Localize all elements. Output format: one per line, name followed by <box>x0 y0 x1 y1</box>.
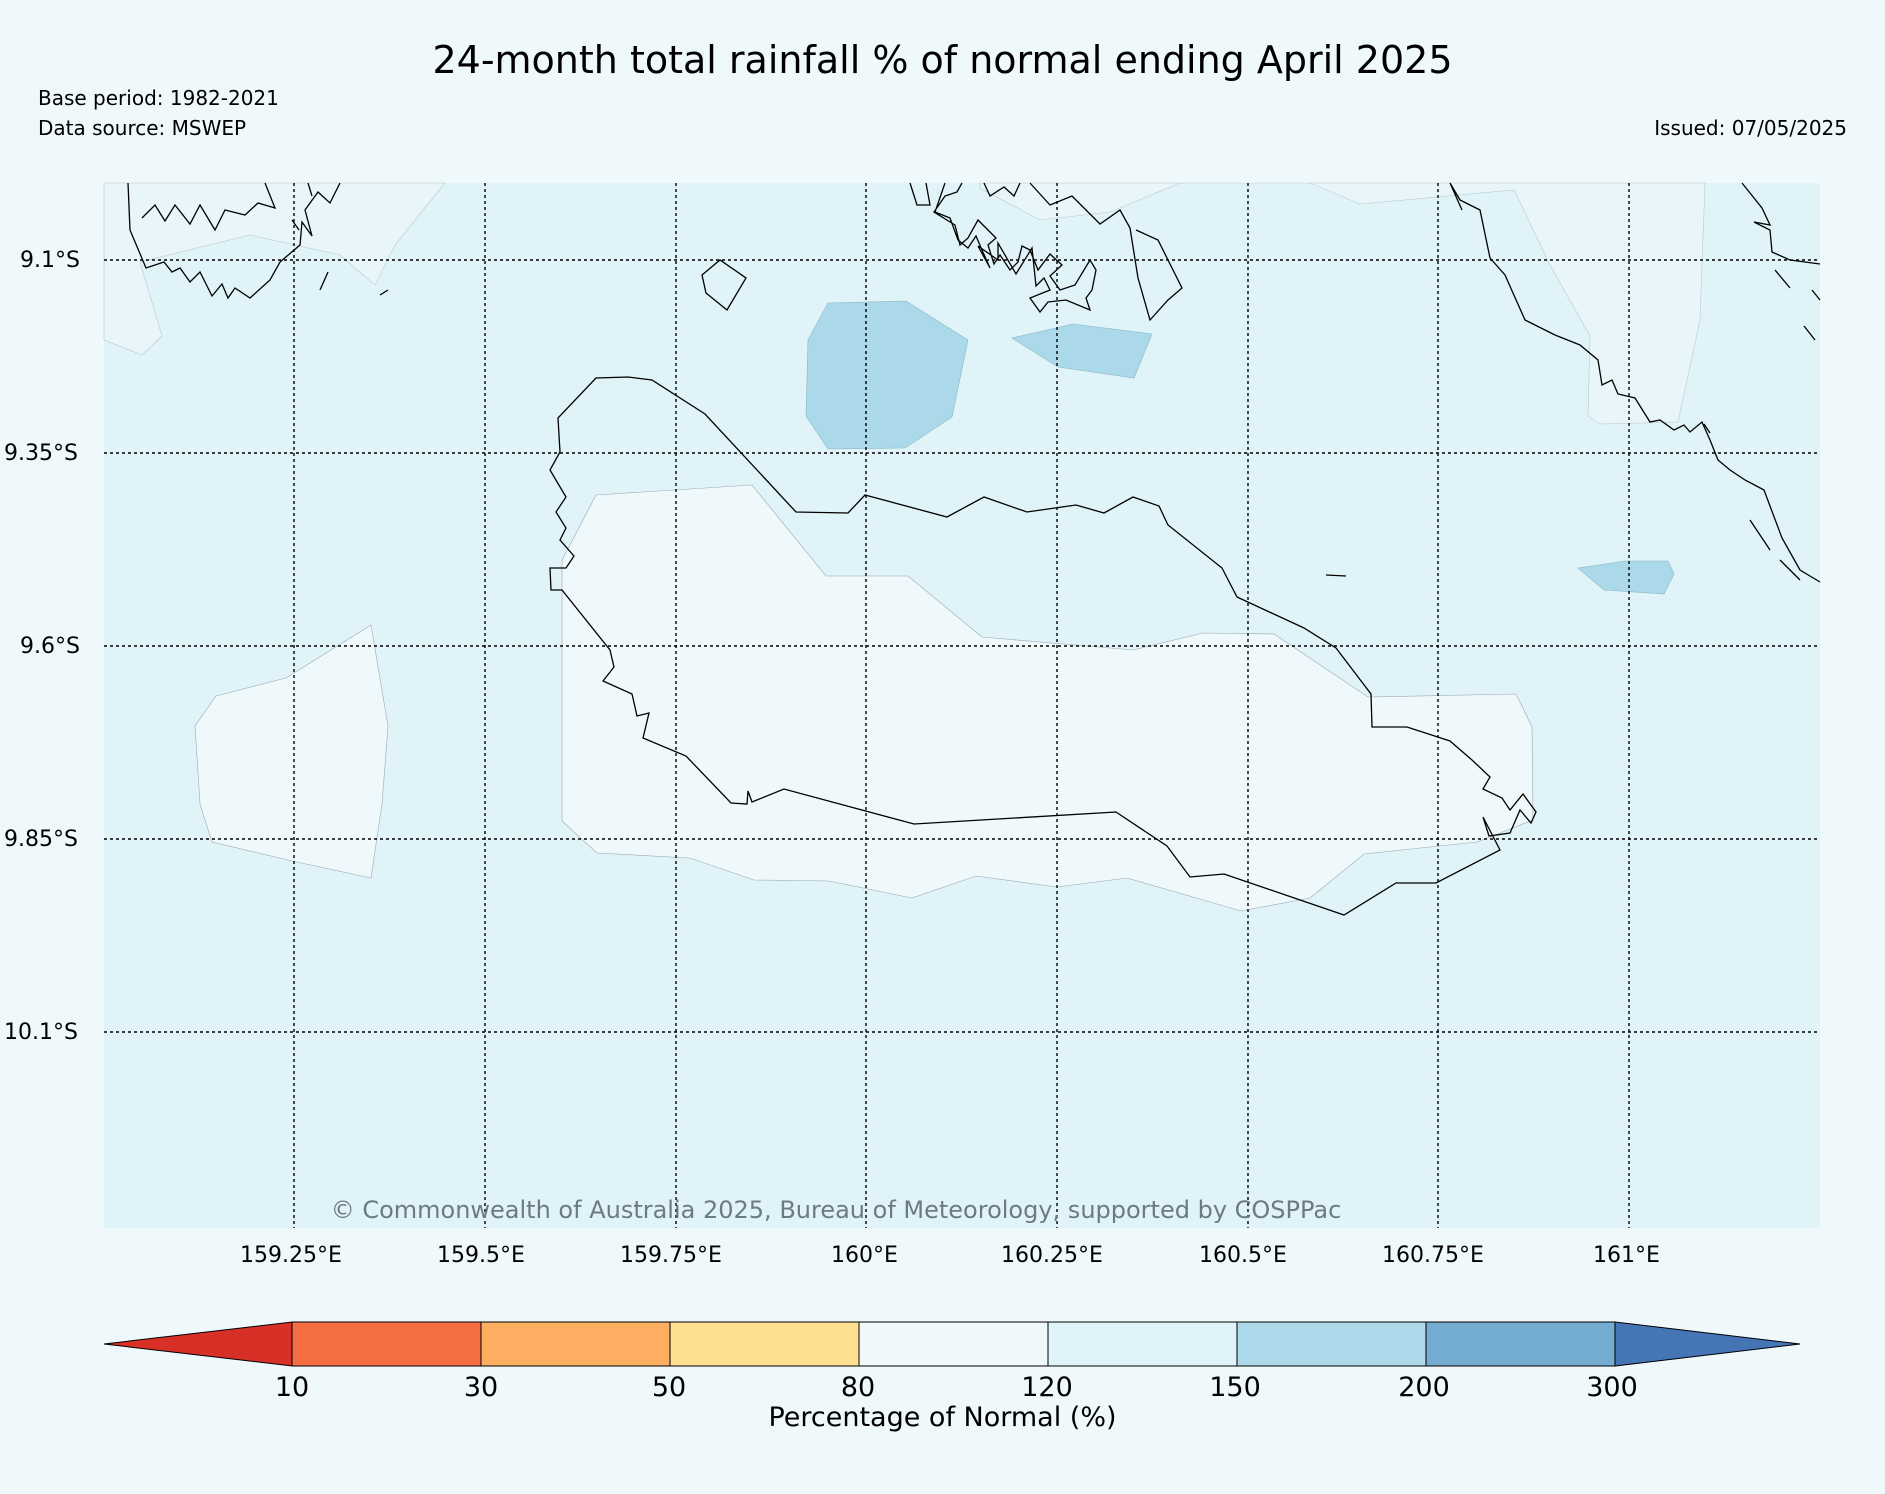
lat-label: 10.1°S <box>4 1020 78 1045</box>
colorbar-tick: 10 <box>274 1372 310 1403</box>
colorbar <box>103 1321 1801 1367</box>
colorbar-extend-high <box>1614 1321 1801 1367</box>
colorbar-extend-low <box>103 1321 293 1367</box>
lon-label: 160.5°E <box>1199 1243 1287 1268</box>
coastline-small-island <box>701 259 747 311</box>
region-80-120-west <box>194 624 389 879</box>
coastline-main-island <box>549 376 1537 916</box>
page-title: 24-month total rainfall % of normal endi… <box>432 38 1453 82</box>
data-source-note: Data source: MSWEP <box>38 116 247 140</box>
coastline-northeast <box>1449 182 1821 583</box>
lon-label: 159.75°E <box>620 1243 722 1268</box>
colorbar-segment <box>480 1321 671 1367</box>
lat-label: 9.1°S <box>20 248 80 273</box>
colorbar-segment <box>858 1321 1049 1367</box>
colorbar-tick: 150 <box>1209 1372 1261 1403</box>
colorbar-tick: 200 <box>1398 1372 1450 1403</box>
colorbar-segment <box>291 1321 482 1367</box>
colorbar-tick: 80 <box>840 1372 876 1403</box>
lat-label: 9.85°S <box>4 827 78 852</box>
colorbar-tick: 300 <box>1586 1372 1638 1403</box>
colorbar-tick: 120 <box>1021 1372 1073 1403</box>
coastline-northwest <box>127 182 389 300</box>
lon-label: 160.25°E <box>1001 1243 1103 1268</box>
coastline-north <box>909 182 1183 322</box>
base-period-note: Base period: 1982-2021 <box>38 86 279 110</box>
colorbar-segment <box>1047 1321 1238 1367</box>
colorbar-title: Percentage of Normal (%) <box>768 1402 1117 1433</box>
colorbar-segment <box>1425 1321 1616 1367</box>
colorbar-segment <box>669 1321 860 1367</box>
lon-label: 161°E <box>1593 1243 1660 1268</box>
lat-label: 9.6°S <box>20 634 80 659</box>
coastlines <box>127 182 1821 916</box>
region-150-200-east <box>1577 560 1675 595</box>
lon-label: 159.25°E <box>240 1243 342 1268</box>
lat-label: 9.35°S <box>4 441 78 466</box>
region-80-120-northwest <box>103 182 446 356</box>
graticule <box>104 183 1820 1228</box>
colorbar-segment <box>1236 1321 1427 1367</box>
lon-label: 160.75°E <box>1382 1243 1484 1268</box>
colorbar-tick: 30 <box>463 1372 499 1403</box>
coastline-islet <box>1325 574 1347 577</box>
colorbar-tick: 50 <box>651 1372 687 1403</box>
copyright-notice: © Commonwealth of Australia 2025, Bureau… <box>331 1196 1342 1224</box>
lon-label: 160°E <box>831 1243 898 1268</box>
lon-label: 159.5°E <box>437 1243 525 1268</box>
issued-date: Issued: 07/05/2025 <box>1654 116 1847 140</box>
region-150-200-northeast <box>1011 323 1153 379</box>
region-150-200-north <box>805 300 969 450</box>
region-80-120-north <box>979 182 1706 425</box>
region-80-120-main <box>561 484 1534 912</box>
